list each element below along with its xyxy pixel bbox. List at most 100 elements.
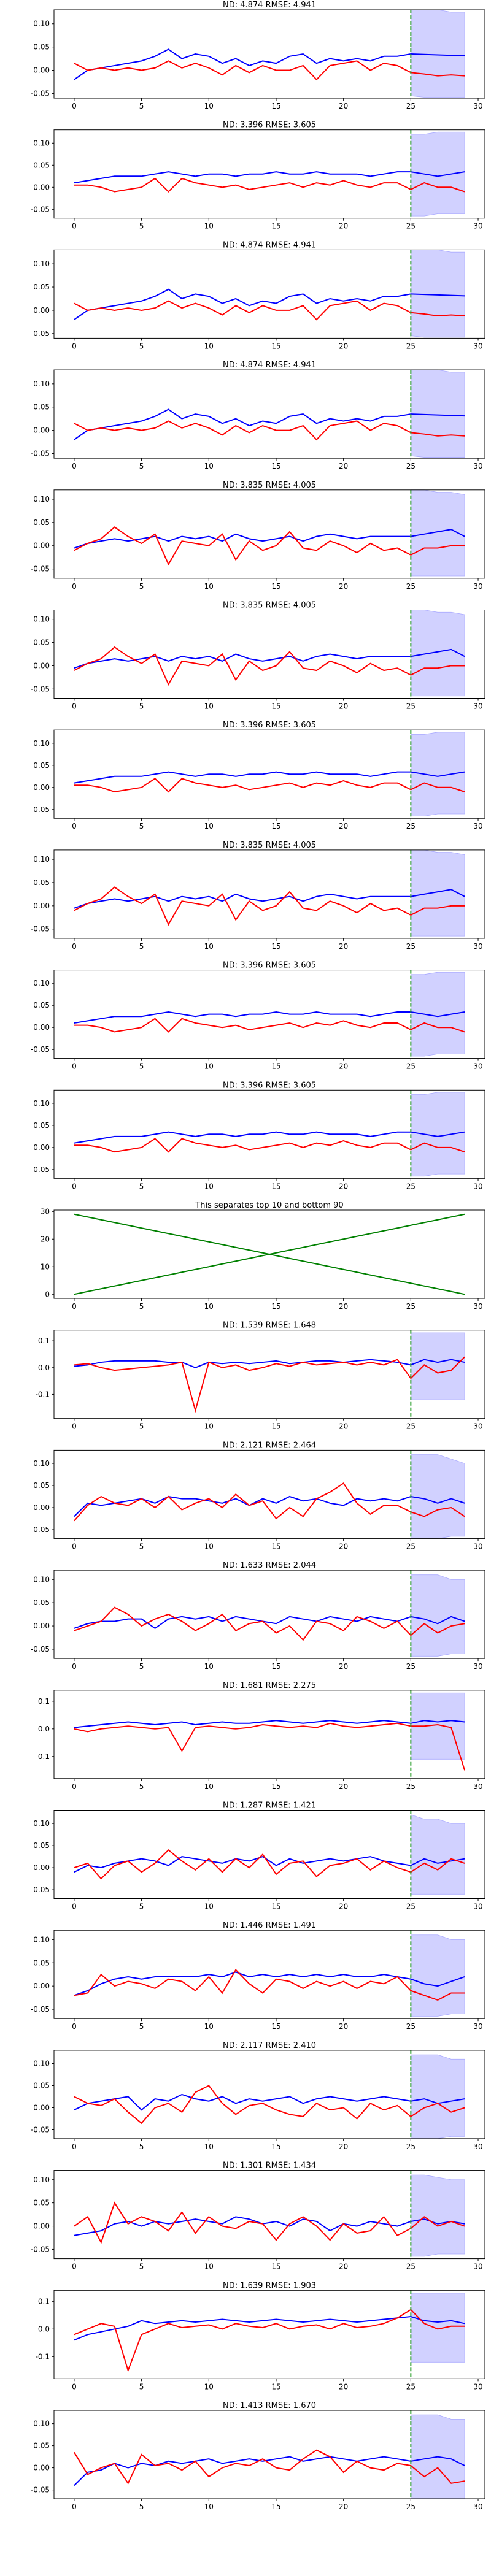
y-tick-label: 0.0	[38, 1725, 50, 1733]
y-tick-label: 0.10	[33, 495, 50, 504]
x-tick-label: 5	[139, 702, 144, 711]
y-tick-label: -0.05	[31, 684, 50, 693]
y-tick-label: 0.10	[33, 2060, 50, 2068]
x-tick-label: 25	[406, 1422, 416, 1431]
x-tick-label: 5	[139, 1542, 144, 1551]
y-tick-label: -0.05	[31, 2005, 50, 2014]
x-tick-label: 0	[72, 102, 77, 110]
y-tick-label: 0.05	[33, 2199, 50, 2207]
series-line-2	[74, 2449, 465, 2485]
y-tick-label: 0.00	[33, 1982, 50, 1990]
subplot-10: ND: 3.396 RMSE: 3.605 0 5 10 15 20 25 30 -0.05 0.…	[31, 1081, 485, 1190]
x-tick-label: 0	[72, 342, 77, 350]
series-line-1	[74, 2456, 465, 2486]
x-tick-label: 10	[204, 2382, 214, 2391]
confidence-band	[410, 369, 465, 458]
x-tick-label: 30	[473, 2142, 482, 2151]
subplot-19: ND: 1.301 RMSE: 1.434 0 5 10 15 20 25 30 -0.05 0.…	[31, 2161, 485, 2271]
axes-frame	[53, 1930, 485, 2019]
y-tick-label: -0.05	[31, 1885, 50, 1894]
x-tick-label: 10	[204, 1422, 214, 1431]
x-tick-label: 10	[204, 1903, 214, 1911]
x-tick-label: 25	[406, 822, 416, 830]
x-tick-label: 30	[473, 2502, 482, 2511]
axes-frame	[53, 2410, 485, 2499]
confidence-band	[410, 489, 465, 577]
x-tick-label: 0	[72, 2263, 77, 2271]
y-tick-label: 30	[41, 1207, 50, 1216]
x-tick-label: 10	[204, 702, 214, 711]
y-tick-label: -0.05	[31, 925, 50, 933]
x-tick-label: 5	[139, 1062, 144, 1071]
x-tick-label: 30	[473, 1422, 482, 1431]
x-tick-label: 25	[406, 1782, 416, 1791]
axes-frame	[53, 1449, 485, 1539]
y-tick-label: 0.00	[33, 1023, 50, 1032]
x-tick-label: 15	[271, 462, 280, 470]
subplot-title: ND: 1.633 RMSE: 2.044	[223, 1561, 316, 1570]
subplot-14: ND: 1.633 RMSE: 2.044 0 5 10 15 20 25 30 -0.05 0.…	[31, 1561, 485, 1671]
x-tick-label: 0	[72, 1542, 77, 1551]
x-tick-label: 20	[339, 342, 348, 350]
subplot-title: ND: 4.874 RMSE: 4.941	[223, 1, 316, 10]
x-tick-label: 30	[473, 942, 482, 951]
subplot-20: ND: 1.639 RMSE: 1.903 0 5 10 15 20 25 30 -0.1 0.0…	[36, 2281, 485, 2391]
x-tick-label: 15	[271, 2263, 280, 2271]
y-tick-label: 0.05	[33, 878, 50, 887]
y-tick-label: 0.00	[33, 1503, 50, 1512]
axes-frame	[53, 249, 485, 339]
y-tick-label: 10	[41, 1262, 50, 1271]
x-tick-label: 30	[473, 2022, 482, 2031]
series-line-2	[74, 1722, 466, 1771]
x-tick-label: 10	[204, 1782, 214, 1791]
x-tick-label: 25	[406, 1062, 416, 1071]
axes-frame	[53, 1570, 485, 1659]
x-tick-label: 5	[139, 582, 144, 591]
y-tick-label: 0.10	[33, 615, 50, 624]
subplot-15: ND: 1.681 RMSE: 2.275 0 5 10 15 20 25 30 -0.1 0.0…	[36, 1681, 485, 1791]
x-tick-label: 5	[139, 1182, 144, 1190]
y-tick-label: 0.05	[33, 2082, 50, 2090]
x-tick-label: 0	[72, 1903, 77, 1911]
x-tick-label: 15	[271, 942, 280, 951]
x-tick-label: 25	[406, 1302, 416, 1311]
y-tick-label: -0.05	[31, 1165, 50, 1174]
y-tick-label: 0.10	[33, 979, 50, 987]
series-line-2	[74, 1138, 465, 1153]
x-tick-label: 10	[204, 222, 214, 231]
x-tick-label: 30	[473, 702, 482, 711]
x-tick-label: 0	[72, 222, 77, 231]
axes-frame	[53, 2170, 485, 2260]
y-tick-label: 0.05	[33, 1001, 50, 1010]
y-tick-label: 0.05	[33, 1481, 50, 1490]
x-tick-label: 15	[271, 342, 280, 350]
x-tick-label: 0	[72, 2502, 77, 2511]
confidence-band	[410, 732, 465, 816]
subplot-title: ND: 3.396 RMSE: 3.605	[223, 121, 316, 130]
x-tick-label: 15	[271, 1182, 280, 1190]
x-tick-label: 0	[72, 1062, 77, 1071]
subplot-title: This separates top 10 and bottom 90	[195, 1201, 343, 1210]
y-tick-label: 0.05	[33, 1841, 50, 1850]
y-tick-label: 0.10	[33, 380, 50, 388]
axes-frame	[53, 2290, 485, 2379]
y-tick-label: -0.05	[31, 89, 50, 98]
x-tick-label: 10	[204, 2022, 214, 2031]
x-tick-label: 20	[339, 1062, 348, 1071]
y-tick-label: 0.05	[33, 2442, 50, 2450]
x-tick-label: 0	[72, 1422, 77, 1431]
y-tick-label: 0.05	[33, 283, 50, 291]
x-tick-label: 0	[72, 822, 77, 830]
axes-frame	[53, 489, 485, 579]
x-tick-label: 15	[271, 2022, 280, 2031]
subplot-title: ND: 3.396 RMSE: 3.605	[223, 721, 316, 730]
x-tick-label: 25	[406, 342, 416, 350]
x-tick-label: 5	[139, 1903, 144, 1911]
x-tick-label: 15	[271, 702, 280, 711]
x-tick-label: 0	[72, 942, 77, 951]
x-tick-label: 20	[339, 1422, 348, 1431]
subplot-title: ND: 3.835 RMSE: 4.005	[223, 481, 316, 490]
y-tick-label: -0.05	[31, 1045, 50, 1054]
series-line-2	[74, 2085, 465, 2125]
x-tick-label: 20	[339, 2263, 348, 2271]
